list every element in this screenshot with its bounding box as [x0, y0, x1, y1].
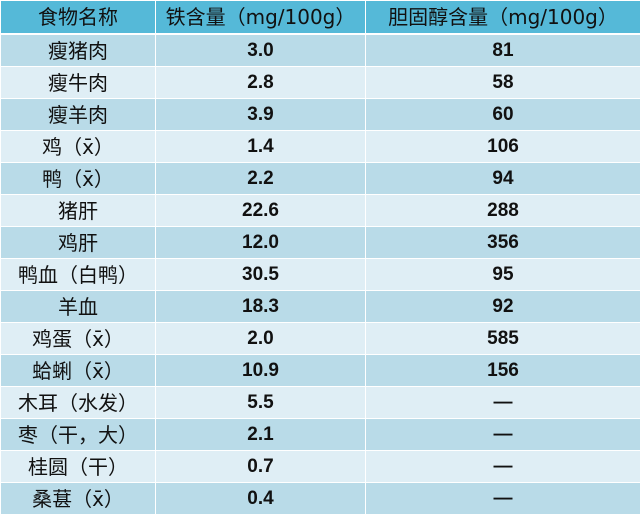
cell-iron-value: 2.1 — [156, 419, 366, 451]
cell-food-name: 鸡（x̄） — [1, 131, 156, 163]
table-row: 桑葚（x̄）0.4— — [1, 483, 640, 515]
cell-iron-value: 0.4 — [156, 483, 366, 515]
cell-cholesterol-value: 60 — [366, 99, 640, 131]
cell-cholesterol-value: 58 — [366, 67, 640, 99]
cell-iron-value: 2.2 — [156, 163, 366, 195]
header-food-name: 食物名称 — [1, 1, 156, 35]
cell-cholesterol-value: — — [366, 483, 640, 515]
cell-iron-value: 18.3 — [156, 291, 366, 323]
header-row: 食物名称 铁含量（mg/100g） 胆固醇含量（mg/100g） — [1, 1, 640, 35]
table-row: 枣（干，大）2.1— — [1, 419, 640, 451]
cell-food-name: 瘦牛肉 — [1, 67, 156, 99]
cell-food-name: 鸭血（白鸭） — [1, 259, 156, 291]
cell-iron-value: 30.5 — [156, 259, 366, 291]
cell-iron-value: 2.8 — [156, 67, 366, 99]
table-header: 食物名称 铁含量（mg/100g） 胆固醇含量（mg/100g） — [1, 1, 640, 35]
cell-iron-value: 0.7 — [156, 451, 366, 483]
cell-iron-value: 10.9 — [156, 355, 366, 387]
cell-food-name: 鸭（x̄） — [1, 163, 156, 195]
header-iron-content: 铁含量（mg/100g） — [156, 1, 366, 35]
cell-food-name: 瘦羊肉 — [1, 99, 156, 131]
cell-iron-value: 22.6 — [156, 195, 366, 227]
cell-cholesterol-value: — — [366, 387, 640, 419]
cell-food-name: 羊血 — [1, 291, 156, 323]
cell-cholesterol-value: 95 — [366, 259, 640, 291]
cell-cholesterol-value: 81 — [366, 34, 640, 67]
cell-iron-value: 3.0 — [156, 34, 366, 67]
cell-cholesterol-value: — — [366, 451, 640, 483]
cell-iron-value: 1.4 — [156, 131, 366, 163]
cell-cholesterol-value: 94 — [366, 163, 640, 195]
cell-cholesterol-value: 288 — [366, 195, 640, 227]
cell-cholesterol-value: — — [366, 419, 640, 451]
cell-food-name: 蛤蜊（x̄） — [1, 355, 156, 387]
cell-food-name: 桑葚（x̄） — [1, 483, 156, 515]
cell-iron-value: 12.0 — [156, 227, 366, 259]
cell-cholesterol-value: 585 — [366, 323, 640, 355]
cell-food-name: 枣（干，大） — [1, 419, 156, 451]
cell-iron-value: 5.5 — [156, 387, 366, 419]
cell-food-name: 鸡蛋（x̄） — [1, 323, 156, 355]
cell-iron-value: 2.0 — [156, 323, 366, 355]
cell-food-name: 桂圆（干） — [1, 451, 156, 483]
cell-cholesterol-value: 106 — [366, 131, 640, 163]
table-row: 木耳（水发）5.5— — [1, 387, 640, 419]
cell-food-name: 瘦猪肉 — [1, 34, 156, 67]
cell-cholesterol-value: 356 — [366, 227, 640, 259]
header-cholesterol-content: 胆固醇含量（mg/100g） — [366, 1, 640, 35]
cell-cholesterol-value: 156 — [366, 355, 640, 387]
cell-cholesterol-value: 92 — [366, 291, 640, 323]
cell-food-name: 鸡肝 — [1, 227, 156, 259]
cell-iron-value: 3.9 — [156, 99, 366, 131]
cell-food-name: 木耳（水发） — [1, 387, 156, 419]
table-row: 桂圆（干）0.7— — [1, 451, 640, 483]
cell-food-name: 猪肝 — [1, 195, 156, 227]
